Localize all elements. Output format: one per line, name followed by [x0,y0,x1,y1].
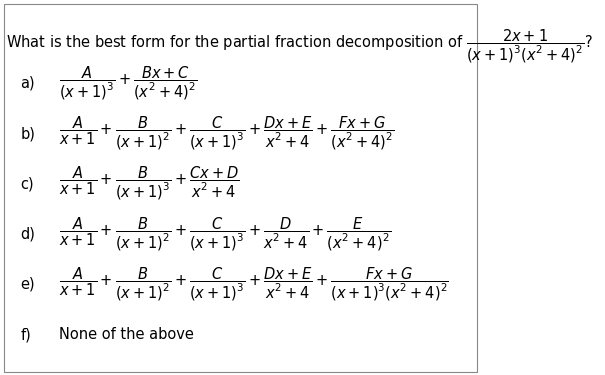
Text: f): f) [21,327,31,342]
Text: a): a) [21,76,35,91]
Text: $\dfrac{A}{x+1}+\dfrac{B}{(x+1)^2}+\dfrac{C}{(x+1)^3}+\dfrac{Dx+E}{x^2+4}+\dfrac: $\dfrac{A}{x+1}+\dfrac{B}{(x+1)^2}+\dfra… [59,115,394,152]
Text: $\dfrac{A}{x+1}+\dfrac{B}{(x+1)^3}+\dfrac{Cx+D}{x^2+4}$: $\dfrac{A}{x+1}+\dfrac{B}{(x+1)^3}+\dfra… [59,165,239,202]
Text: c): c) [21,176,34,191]
Text: $\dfrac{A}{x+1}+\dfrac{B}{(x+1)^2}+\dfrac{C}{(x+1)^3}+\dfrac{D}{x^2+4}+\dfrac{E}: $\dfrac{A}{x+1}+\dfrac{B}{(x+1)^2}+\dfra… [59,215,391,253]
Text: None of the above: None of the above [59,327,194,342]
Text: b): b) [21,126,36,141]
Text: $\dfrac{A}{x+1}+\dfrac{B}{(x+1)^2}+\dfrac{C}{(x+1)^3}+\dfrac{Dx+E}{x^2+4}+\dfrac: $\dfrac{A}{x+1}+\dfrac{B}{(x+1)^2}+\dfra… [59,266,449,303]
Text: e): e) [21,277,35,292]
Text: $\dfrac{A}{(x+1)^3}+\dfrac{Bx+C}{(x^2+4)^2}$: $\dfrac{A}{(x+1)^3}+\dfrac{Bx+C}{(x^2+4)… [59,64,197,102]
Text: What is the best form for the partial fraction decomposition of $\dfrac{2x+1}{(x: What is the best form for the partial fr… [6,27,594,65]
Text: d): d) [21,226,36,242]
